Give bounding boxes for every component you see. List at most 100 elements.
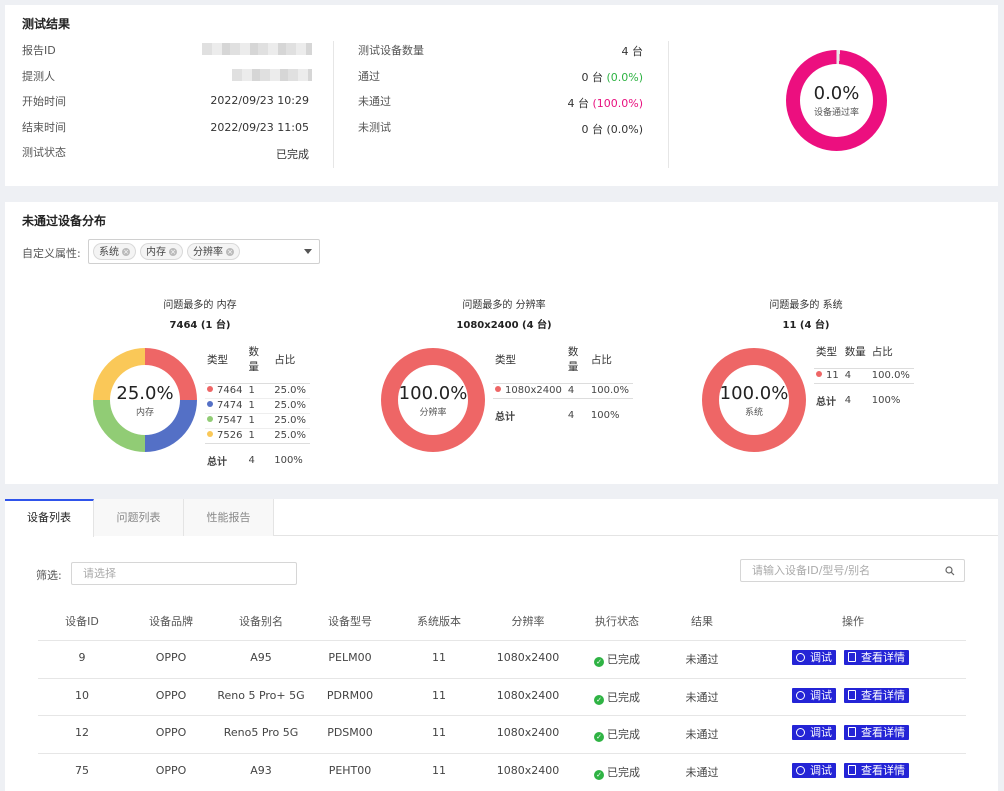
row-divider [38, 640, 966, 641]
cell-res: 1080x2400 [496, 726, 560, 739]
column-header: 设备型号 [328, 615, 372, 628]
debug-button[interactable]: 调试 [792, 650, 836, 665]
divider [333, 41, 334, 168]
tag-memory[interactable]: 内存 × [140, 243, 183, 260]
row-divider [38, 677, 966, 679]
debug-button[interactable]: 调试 [792, 687, 836, 703]
test-status-value: 已完成 [276, 148, 309, 161]
cell-res: 1080x2400 [496, 763, 560, 777]
tag-remove-icon[interactable]: × [226, 248, 234, 256]
tag-resolution[interactable]: 分辨率 × [187, 243, 240, 260]
start-time-label: 开始时间 [22, 95, 66, 108]
table-row: 7474 1 25.0% [205, 398, 310, 414]
custom-attribute-select[interactable]: 系统 × 内存 × 分辨率 × [88, 239, 320, 264]
check-circle-icon: ✓ [594, 694, 604, 705]
test-status-label: 测试状态 [22, 146, 66, 159]
failed-label: 未通过 [358, 95, 391, 108]
tab-performance-report[interactable]: 性能报告 [184, 499, 274, 536]
table-total-row: 总计 4 100% [205, 443, 310, 470]
cell-result: 未通过 [685, 765, 719, 779]
table-total-row: 总计 4 100% [814, 383, 914, 410]
device-count-value: 4 台 [621, 45, 644, 58]
cell-id: 9 [78, 651, 86, 664]
resolution-donut-value: 100.0% [398, 382, 468, 404]
system-table: 类型 数量 占比 11 4 100.0% 总计 4 100% [814, 344, 914, 410]
legend-dot [207, 416, 213, 422]
table-row: 11 4 100.0% [814, 368, 914, 384]
debug-button[interactable]: 调试 [792, 762, 836, 778]
cell-brand: OPPO [155, 763, 187, 777]
debug-button[interactable]: 调试 [792, 725, 836, 740]
system-chart-subtitle: 11 (4 台) [782, 320, 830, 331]
tag-system[interactable]: 系统 × [93, 243, 136, 260]
passed-value: 0 台 (0.0%) [581, 71, 643, 84]
cell-status: ✓ 已完成 [557, 651, 677, 667]
test-result-card: 测试结果 报告ID 提测人 开始时间 2022/09/23 10:29 结束时间… [5, 5, 998, 186]
cell-res: 1080x2400 [496, 688, 560, 702]
cell-model: PELM00 [328, 651, 372, 664]
view-detail-button[interactable]: 查看详情 [844, 725, 909, 740]
submitter-label: 提测人 [22, 70, 55, 83]
filter-select[interactable]: 请选择 [71, 562, 297, 585]
pass-rate-donut: 0.0% 设备通过率 [786, 50, 887, 151]
filter-label: 筛选: [36, 569, 62, 582]
cell-result: 未通过 [685, 653, 719, 666]
dropdown-caret-icon[interactable] [304, 249, 312, 254]
system-chart-title: 问题最多的 系统 [769, 300, 843, 311]
view-detail-button[interactable]: 查看详情 [844, 687, 909, 703]
search-icon[interactable] [945, 566, 955, 576]
distribution-title: 未通过设备分布 [22, 214, 107, 228]
column-header: 执行状态 [595, 615, 639, 628]
memory-donut-label: 内存 [135, 407, 154, 418]
resolution-donut: 100.0% 分辨率 [381, 348, 485, 452]
device-search-input[interactable]: 请输入设备ID/型号/别名 [740, 559, 965, 582]
device-count-label: 测试设备数量 [358, 44, 424, 57]
row-divider [38, 752, 966, 754]
report-id-value-blurred [202, 43, 312, 55]
table-row: 7547 1 25.0% [205, 413, 310, 429]
passed-label: 通过 [358, 70, 380, 83]
cell-res: 1080x2400 [496, 651, 560, 664]
divider [668, 41, 669, 168]
cell-model: PDRM00 [326, 688, 374, 702]
play-circle-icon [796, 765, 805, 775]
cell-alias: Reno 5 Pro+ 5G [217, 688, 305, 702]
passed-percent: (0.0%) [606, 71, 643, 84]
legend-dot [495, 386, 501, 392]
cell-brand: OPPO [155, 688, 187, 702]
cell-alias: Reno5 Pro 5G [223, 726, 299, 739]
table-row: 7464 1 25.0% [205, 383, 310, 399]
memory-chart-subtitle: 7464 (1 台) [169, 320, 231, 331]
memory-donut: 25.0% 内存 [93, 348, 197, 452]
resolution-table: 类型 数量 占比 1080x2400 4 100.0% 总计 4 100% [493, 344, 633, 425]
cell-alias: A93 [250, 763, 272, 777]
end-time-value: 2022/09/23 11:05 [210, 121, 309, 134]
tag-remove-icon[interactable]: × [169, 248, 177, 256]
tab-issue-list[interactable]: 问题列表 [94, 499, 184, 536]
resolution-chart-title: 问题最多的 分辨率 [462, 300, 546, 311]
tag-remove-icon[interactable]: × [122, 248, 130, 256]
table-row: 1080x2400 4 100.0% [493, 383, 633, 399]
test-result-title: 测试结果 [22, 17, 71, 31]
column-header: 结果 [691, 615, 713, 628]
legend-dot [207, 386, 213, 392]
system-donut-label: 系统 [744, 407, 763, 418]
column-header: 系统版本 [417, 615, 461, 628]
cell-id: 12 [75, 726, 89, 739]
view-detail-button[interactable]: 查看详情 [844, 650, 909, 665]
pass-rate-value: 0.0% [813, 83, 860, 104]
legend-dot [816, 371, 822, 377]
resolution-donut-label: 分辨率 [419, 407, 447, 418]
play-circle-icon [796, 653, 805, 662]
column-header: 设备别名 [239, 615, 283, 628]
view-detail-button[interactable]: 查看详情 [844, 762, 909, 778]
memory-table: 类型 数量 占比 7464 1 25.0% 7474 1 25.0% 7547 1 25.0% … [205, 344, 310, 470]
cell-id: 10 [75, 688, 89, 702]
system-donut: 100.0% 系统 [702, 348, 806, 452]
legend-dot [207, 431, 213, 437]
cell-result: 未通过 [685, 728, 719, 741]
document-icon [848, 727, 856, 737]
tab-device-list[interactable]: 设备列表 [5, 499, 94, 537]
column-header: 分辨率 [511, 615, 545, 628]
untested-label: 未测试 [358, 121, 391, 134]
